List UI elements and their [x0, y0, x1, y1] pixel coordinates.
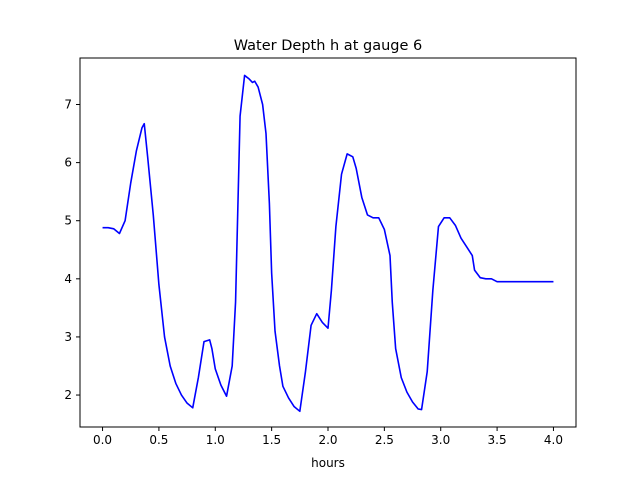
plot-area [79, 57, 577, 428]
y-tick-label: 5 [64, 214, 72, 228]
x-tick-label: 0.5 [149, 433, 168, 447]
x-tick-label: 1.0 [206, 433, 225, 447]
y-tick-label: 6 [64, 156, 72, 170]
y-axis-ticks: 2 3 4 5 6 7 [64, 97, 80, 402]
x-tick-label: 2.0 [318, 433, 337, 447]
y-tick-label: 2 [64, 388, 72, 402]
x-tick-label: 3.0 [431, 433, 450, 447]
series-line-0 [102, 74, 554, 413]
x-tick-label: 1.5 [262, 433, 281, 447]
plot-frame [79, 57, 577, 428]
y-tick-label: 3 [64, 330, 72, 344]
x-axis-ticks: 0.0 0.5 1.0 1.5 2.0 2.5 3.0 3.5 4.0 [93, 427, 563, 447]
x-tick-label: 3.5 [488, 433, 507, 447]
y-tick-label: 4 [64, 272, 72, 286]
x-tick-label: 2.5 [375, 433, 394, 447]
chart-title: Water Depth h at gauge 6 [234, 38, 422, 54]
x-tick-label: 4.0 [544, 433, 563, 447]
x-tick-label: 0.0 [93, 433, 112, 447]
y-tick-label: 7 [64, 97, 72, 111]
x-axis-label: hours [311, 456, 345, 470]
